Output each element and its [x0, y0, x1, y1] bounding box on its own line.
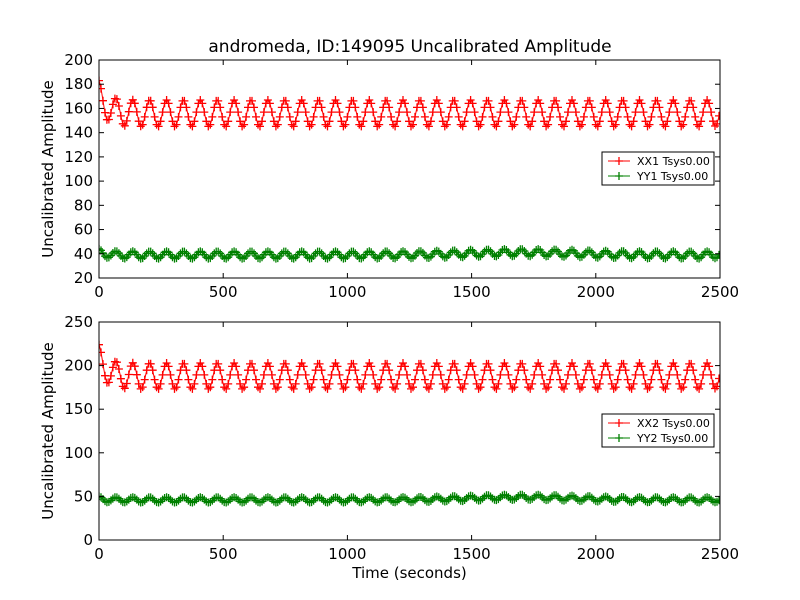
legend-entry: XX1 Tsys0.00 [637, 155, 710, 168]
legend-marker [615, 157, 623, 165]
x-tick-label: 0 [94, 545, 104, 563]
figure-title: andromeda, ID:149095 Uncalibrated Amplit… [208, 37, 611, 57]
y-tick-label: 160 [64, 99, 93, 117]
x-tick-label: 0 [94, 283, 104, 301]
y-tick-label: 50 [74, 487, 93, 505]
x-tick-label: 1000 [328, 545, 366, 563]
legend-entry: YY1 Tsys0.00 [636, 170, 708, 183]
y-tick-label: 80 [74, 196, 93, 214]
legend-entry: YY2 Tsys0.00 [636, 432, 708, 445]
y-tick-label: 20 [74, 269, 93, 287]
x-tick-label: 2500 [701, 545, 739, 563]
x-tick-label: 1500 [453, 283, 491, 301]
series-yy1 [99, 244, 720, 263]
legend: XX2 Tsys0.00 YY2 Tsys0.00 [601, 413, 715, 448]
y-tick-label: 120 [64, 148, 93, 166]
legend-marker [615, 434, 623, 442]
legend-marker [615, 172, 623, 180]
y-tick-label: 40 [74, 245, 93, 263]
y-tick-label: 60 [74, 221, 93, 239]
y-tick-label: 140 [64, 124, 93, 142]
x-tick-label: 500 [209, 283, 238, 301]
series-yy2 [99, 490, 720, 507]
series-markers [99, 490, 720, 507]
y-axis-label: Uncalibrated Amplitude [39, 342, 57, 519]
axes-frame [98, 321, 721, 541]
series-markers [99, 244, 720, 263]
top-subplot: 0 500 1000 1500 2000 2500 20 40 60 80 100 120 140 160… [39, 51, 739, 301]
x-tick-label: 2000 [577, 545, 615, 563]
legend-box [601, 151, 715, 186]
y-tick-label: 200 [64, 51, 93, 69]
y-tick-label: 180 [64, 75, 93, 93]
series-markers [99, 76, 720, 131]
legend: XX1 Tsys0.00 YY1 Tsys0.00 [601, 151, 715, 186]
y-tick-label: 0 [83, 531, 93, 549]
series-xx2 [99, 340, 720, 393]
y-tick-label: 200 [64, 357, 93, 375]
x-axis-label: Time (seconds) [351, 564, 467, 582]
y-tick-label: 100 [64, 444, 93, 462]
bottom-subplot: 0 500 1000 1500 2000 2500 0 50 100 150 200 250 Uncal… [39, 313, 739, 582]
x-tick-label: 1000 [328, 283, 366, 301]
x-tick-label: 1500 [453, 545, 491, 563]
series-xx1 [99, 76, 720, 131]
series-markers [99, 340, 720, 393]
legend-entry: XX2 Tsys0.00 [637, 417, 710, 430]
x-tick-label: 2000 [577, 283, 615, 301]
legend-box [601, 413, 715, 448]
y-tick-label: 100 [64, 172, 93, 190]
x-tick-label: 2500 [701, 283, 739, 301]
x-tick-label: 500 [209, 545, 238, 563]
y-tick-label: 150 [64, 400, 93, 418]
legend-marker [615, 419, 623, 427]
y-tick-label: 250 [64, 313, 93, 331]
y-axis-label: Uncalibrated Amplitude [39, 80, 57, 257]
axes-frame [98, 59, 721, 279]
